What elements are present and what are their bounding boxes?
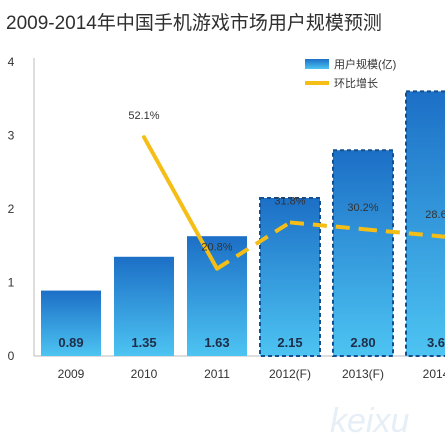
chart-legend: 用户规模(亿) 环比增长 — [305, 57, 396, 90]
bar-2010 — [114, 256, 174, 356]
y-tick-label: 2 — [8, 202, 15, 216]
chart-title: 2009-2014年中国手机游戏市场用户规模预测 — [6, 13, 382, 34]
growth-label: 31.8% — [274, 195, 305, 207]
bar-value-label: 2.15 — [277, 335, 302, 350]
x-tick-label: 2012(F) — [269, 367, 311, 381]
growth-line-segment — [362, 227, 437, 238]
y-tick-label: 4 — [8, 55, 15, 69]
x-tick-label: 2011 — [204, 367, 230, 381]
bar-value-label: 0.89 — [58, 335, 83, 350]
legend-bar-swatch — [305, 59, 329, 69]
bar-value-label: 2.80 — [350, 335, 375, 350]
bar-2013(F) — [332, 149, 394, 357]
bar-2012(F) — [259, 196, 321, 357]
x-tick-label: 2009 — [58, 367, 85, 381]
legend-line-label: 环比增长 — [334, 76, 378, 90]
growth-label: 28.6 — [425, 209, 445, 221]
growth-line-segment — [215, 220, 292, 271]
bar-value-label: 1.63 — [204, 335, 229, 350]
x-tick-label: 2013(F) — [342, 367, 384, 381]
legend-bar-label: 用户规模(亿) — [334, 57, 396, 71]
watermark-text: keixu — [330, 402, 409, 440]
y-tick-label: 0 — [8, 349, 15, 363]
y-tick-label: 1 — [8, 276, 15, 290]
growth-label: 20.8% — [201, 242, 232, 254]
x-tick-label: 2014 — [423, 367, 445, 381]
y-tick-label: 3 — [8, 129, 15, 143]
growth-label: 52.1% — [128, 110, 159, 122]
bar-value-label: 1.35 — [131, 335, 156, 350]
bar-2014 — [405, 90, 445, 358]
growth-line-segment — [142, 135, 219, 271]
growth-line-segment — [289, 220, 364, 232]
bar-value-label: 3.6 — [427, 335, 445, 350]
growth-label: 30.2% — [347, 202, 378, 214]
x-tick-label: 2010 — [131, 367, 158, 381]
growth-line-segment — [435, 233, 445, 239]
bar-2009 — [41, 290, 101, 356]
